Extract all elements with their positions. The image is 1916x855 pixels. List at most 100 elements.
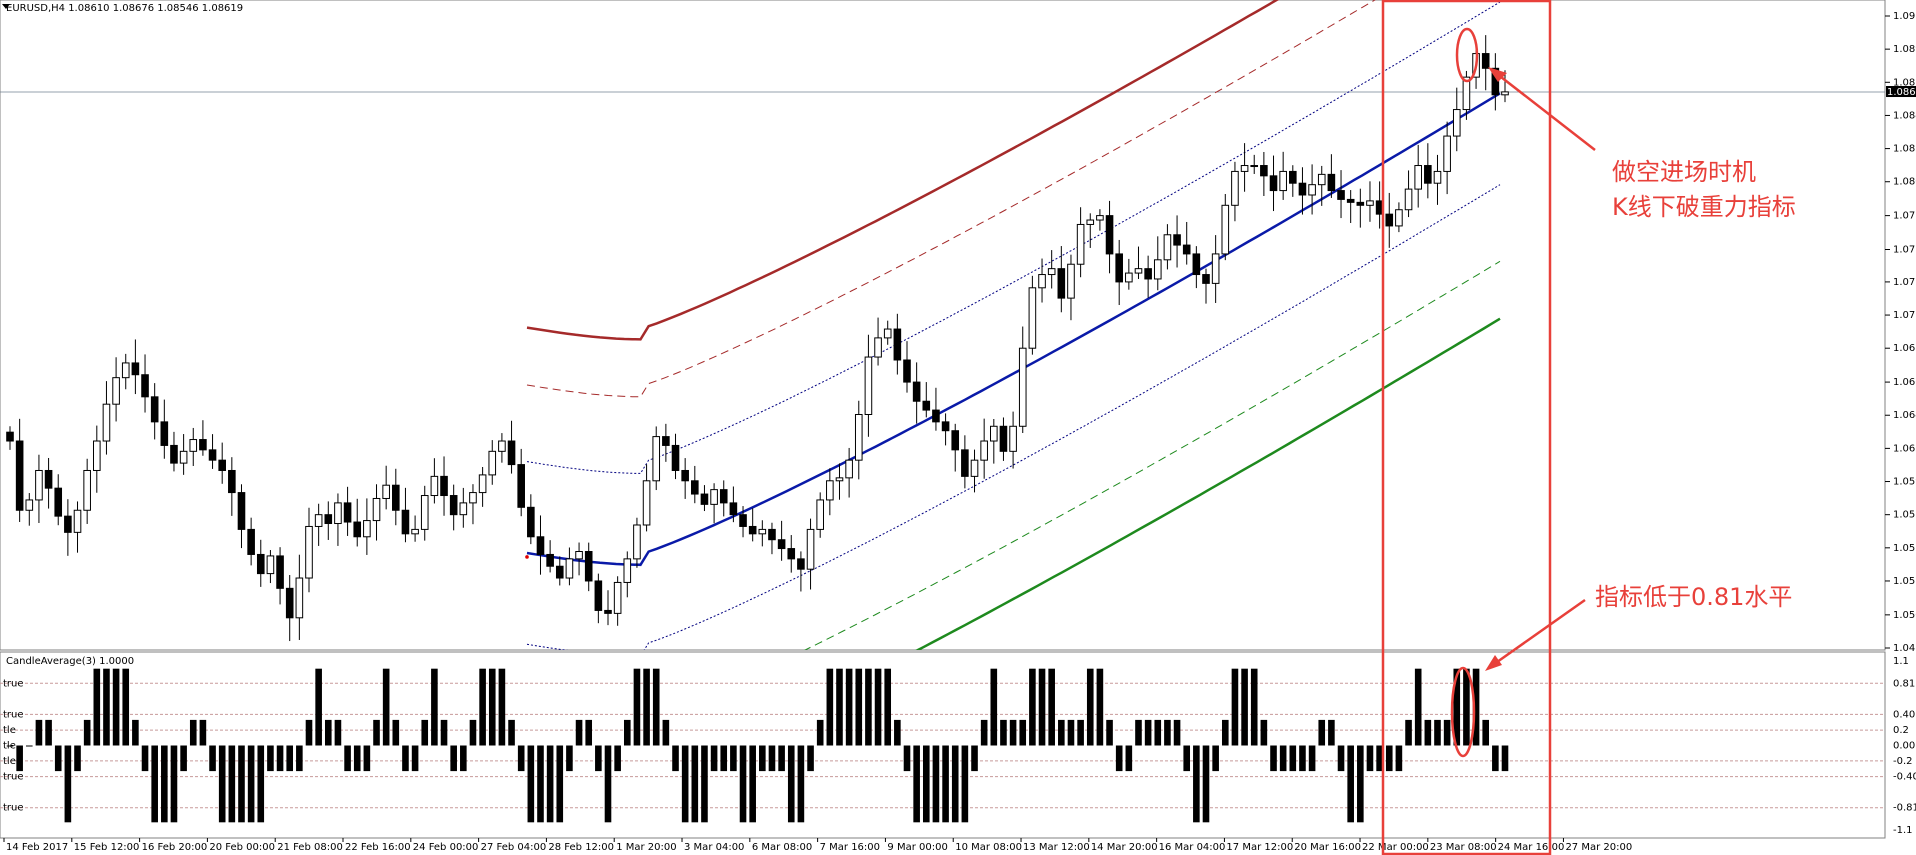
indicator-tick-label: 0.405 bbox=[1893, 709, 1916, 720]
indicator-bar bbox=[334, 719, 342, 746]
candle bbox=[565, 547, 574, 586]
indicator-bar bbox=[1077, 719, 1084, 746]
candle bbox=[1115, 239, 1123, 306]
indicator-bar bbox=[691, 745, 699, 823]
candle bbox=[633, 517, 641, 568]
annotation-level-note: 指标低于0.81水平 bbox=[1595, 583, 1792, 611]
indicator-bar bbox=[1308, 745, 1316, 772]
price-tick-label: 1.06650 bbox=[1893, 377, 1916, 388]
indicator-bar bbox=[865, 668, 872, 746]
candle bbox=[517, 448, 525, 517]
indicator-bar bbox=[1125, 745, 1133, 772]
indicator-levels: 1.1 0.81 0.405 0.2 0.00 -0.2 -0.405 -0.81 -1.1 bbox=[0, 656, 1916, 836]
candle bbox=[671, 433, 680, 480]
candle bbox=[1414, 144, 1422, 208]
price-tick-label: 1.08235 bbox=[1893, 144, 1916, 155]
candle bbox=[1269, 155, 1278, 212]
indicator-bar bbox=[1405, 719, 1412, 746]
arrow-line-entry bbox=[1491, 69, 1596, 151]
indicator-bar bbox=[276, 745, 284, 772]
indicator-bar bbox=[1328, 719, 1335, 746]
candle bbox=[1221, 194, 1230, 261]
indicator-bar bbox=[315, 668, 322, 746]
indicator-bar bbox=[1299, 745, 1306, 772]
indicator-bar bbox=[1376, 745, 1383, 772]
candle bbox=[1250, 154, 1259, 174]
time-tick-label: 20 Mar 16:00 bbox=[1294, 842, 1361, 853]
indicator-bar bbox=[1164, 719, 1171, 746]
candle bbox=[642, 464, 651, 532]
candle bbox=[623, 551, 632, 598]
time-axis: 14 Feb 2017 15 Feb 12:00 16 Feb 20:00 20 Fe… bbox=[3, 838, 1632, 853]
time-tick-label: 22 Mar 00:00 bbox=[1362, 842, 1429, 853]
indicator-bar bbox=[344, 745, 351, 772]
price-tick-label: 1.06880 bbox=[1893, 343, 1916, 354]
candle bbox=[768, 522, 776, 555]
lower-outer-band bbox=[915, 317, 1501, 650]
indicator-bar bbox=[623, 719, 631, 746]
candle bbox=[382, 465, 390, 510]
candle bbox=[488, 440, 497, 485]
indicator-bar bbox=[1318, 719, 1326, 746]
indicator-tick-label: 0.81 bbox=[1893, 678, 1915, 689]
candle bbox=[1404, 170, 1413, 218]
candle bbox=[353, 498, 362, 547]
dropdown-icon[interactable] bbox=[2, 4, 10, 9]
candle bbox=[507, 420, 516, 474]
candle bbox=[15, 418, 24, 522]
candle bbox=[941, 413, 950, 446]
indicator-bar bbox=[990, 668, 998, 746]
candle bbox=[536, 515, 545, 575]
price-tick-label: 1.07780 bbox=[1893, 211, 1916, 222]
candle bbox=[285, 575, 294, 642]
indicator-bar bbox=[1173, 719, 1181, 746]
price-tick-label: 1.05070 bbox=[1893, 610, 1916, 621]
indicator-bar bbox=[884, 668, 892, 746]
candle bbox=[93, 425, 101, 493]
price-tick-label: 1.05525 bbox=[1893, 543, 1916, 554]
candle bbox=[1289, 165, 1297, 197]
indicator-bar bbox=[54, 745, 62, 772]
time-tick-label: 14 Feb 2017 bbox=[6, 842, 68, 853]
candle bbox=[1337, 170, 1345, 219]
price-tick-label: 1.07105 bbox=[1893, 310, 1916, 321]
time-tick-label: 7 Mar 16:00 bbox=[820, 842, 880, 853]
indicator-bar bbox=[749, 745, 756, 823]
candle bbox=[1317, 165, 1326, 206]
indicator-bar bbox=[488, 668, 496, 746]
indicator-bar bbox=[1038, 668, 1046, 746]
candle bbox=[35, 454, 43, 524]
indicator-bar bbox=[1463, 668, 1470, 746]
indicator-bar bbox=[942, 745, 949, 823]
candle bbox=[218, 442, 226, 484]
indicator-bar bbox=[1289, 745, 1297, 772]
indicator-bar bbox=[421, 719, 429, 746]
lower-mid-band bbox=[804, 260, 1501, 650]
time-tick-label: 27 Feb 04:00 bbox=[481, 842, 547, 853]
indicator-bar bbox=[730, 745, 737, 772]
time-tick-label: 3 Mar 04:00 bbox=[684, 842, 744, 853]
time-tick-label: 28 Feb 12:00 bbox=[548, 842, 614, 853]
indicator-bar bbox=[1395, 745, 1403, 772]
time-tick-label: 20 Feb 00:00 bbox=[209, 842, 275, 853]
indicator-bar bbox=[1135, 719, 1142, 746]
candle bbox=[334, 493, 342, 546]
highlight-ellipse-indicator bbox=[1450, 666, 1476, 758]
indicator-bar bbox=[1482, 719, 1490, 746]
indicator-bar bbox=[855, 668, 863, 746]
candle bbox=[912, 362, 921, 424]
indicator-bar bbox=[1260, 719, 1268, 746]
candle bbox=[276, 547, 284, 605]
indicator-bar bbox=[1029, 668, 1036, 746]
indicator-bar bbox=[6, 745, 14, 747]
indicator-bar bbox=[1472, 668, 1480, 746]
candle bbox=[1076, 207, 1085, 278]
candles bbox=[6, 35, 1509, 642]
candle bbox=[739, 506, 747, 538]
indicator-bar bbox=[1202, 745, 1210, 823]
indicator-bar bbox=[778, 745, 785, 772]
price-tick-label: 1.08010 bbox=[1893, 177, 1916, 188]
price-tick-label: 1.05975 bbox=[1893, 477, 1916, 488]
candle bbox=[652, 426, 661, 491]
candle bbox=[1395, 202, 1403, 233]
